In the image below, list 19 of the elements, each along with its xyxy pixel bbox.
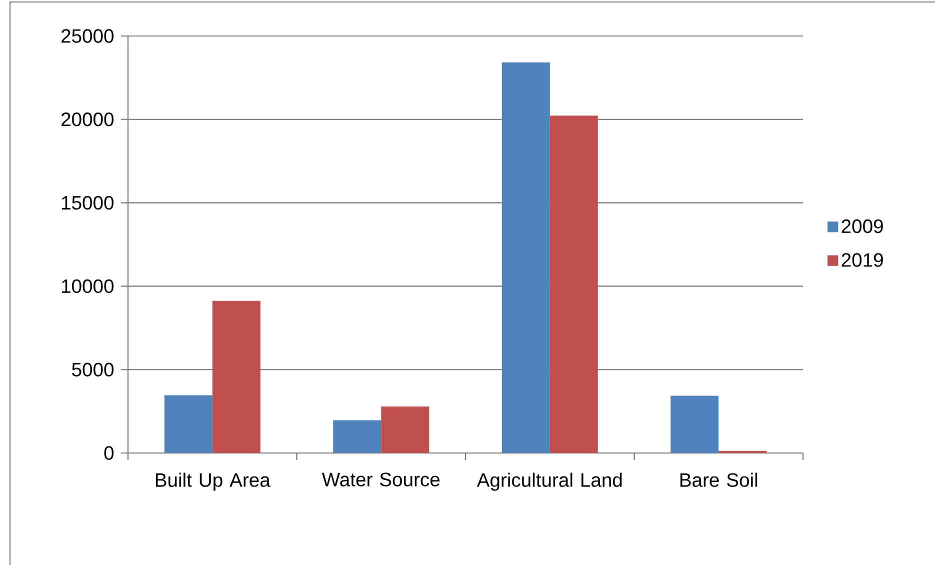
bar — [212, 300, 260, 453]
bar — [502, 62, 550, 453]
bar — [164, 395, 212, 453]
y-tick-label: 25000 — [62, 29, 114, 43]
legend-label: 2019 — [842, 253, 883, 267]
y-tick-label: 15000 — [62, 196, 114, 210]
x-tick-label: Water Source — [322, 472, 440, 486]
y-tick-label: 0 — [104, 446, 114, 460]
bar — [381, 406, 430, 453]
y-tick-label: 5000 — [72, 362, 114, 376]
y-tick-label: 20000 — [62, 112, 114, 126]
x-tick-label: Agricultural Land — [476, 472, 622, 491]
bar — [333, 420, 382, 453]
x-tick-label: Built Up Area — [156, 472, 270, 491]
bar — [550, 116, 598, 453]
bar — [670, 396, 719, 453]
legend-label: 2009 — [842, 219, 883, 234]
y-tick-label: 10000 — [62, 279, 114, 294]
x-tick-label: Bare Soil — [680, 472, 758, 487]
